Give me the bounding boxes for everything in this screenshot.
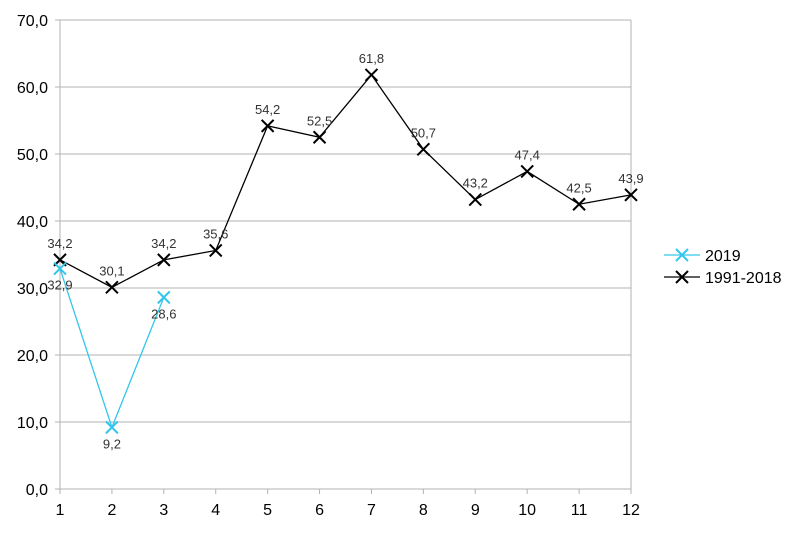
x-tick-label: 5 xyxy=(263,502,272,519)
legend-label: 2019 xyxy=(705,248,741,265)
y-axis-ticks: 0,0 10,0 20,0 30,0 40,0 50,0 60,0 70,0 xyxy=(17,13,48,499)
data-point-marker xyxy=(624,188,638,202)
data-label: 28,6 xyxy=(151,306,176,321)
data-point-marker xyxy=(416,142,431,157)
data-label: 43,9 xyxy=(618,171,643,186)
data-label: 32,9 xyxy=(47,278,72,293)
data-label: 54,2 xyxy=(255,102,280,117)
data-point-marker xyxy=(157,290,171,305)
x-tick-label: 7 xyxy=(367,502,376,519)
y-tick-label: 10,0 xyxy=(17,415,48,432)
x-tick-label: 8 xyxy=(419,502,428,519)
x-tick-label: 4 xyxy=(211,502,220,519)
x-tick-label: 3 xyxy=(159,502,168,519)
data-point-marker xyxy=(260,119,275,133)
legend-label: 1991-2018 xyxy=(705,270,782,287)
legend: 2019 1991-2018 xyxy=(664,248,782,287)
y-tick-label: 60,0 xyxy=(17,80,48,97)
data-label: 9,2 xyxy=(103,436,121,451)
y-tick-label: 40,0 xyxy=(17,214,48,231)
data-point-marker xyxy=(105,280,119,295)
data-point-marker xyxy=(105,420,119,435)
legend-marker-icon xyxy=(675,270,689,284)
data-point-marker xyxy=(209,243,223,258)
grid-lines xyxy=(55,19,632,494)
series-1991-2018: 34,2 30,1 34,2 35,6 54,2 52,5 61,8 50,7 43,2 47,4… xyxy=(47,51,644,295)
x-tick-label: 11 xyxy=(571,502,588,519)
data-point-marker xyxy=(364,68,379,82)
data-label: 30,1 xyxy=(99,263,124,278)
x-tick-label: 1 xyxy=(56,502,65,519)
x-axis-ticks: 1 2 3 4 5 6 7 8 9 10 11 12 xyxy=(56,502,640,519)
legend-marker-icon xyxy=(675,248,689,262)
data-label: 61,8 xyxy=(359,51,384,66)
x-tick-label: 6 xyxy=(315,502,324,519)
data-label: 34,2 xyxy=(151,236,176,251)
x-tick-label: 10 xyxy=(518,502,536,519)
data-label: 47,4 xyxy=(515,147,540,162)
data-point-marker xyxy=(312,130,327,144)
series-line xyxy=(59,73,632,289)
series-group: 34,2 30,1 34,2 35,6 54,2 52,5 61,8 50,7 43,2 47,4… xyxy=(47,51,643,451)
series-2019: 32,9 9,2 28,6 xyxy=(47,261,176,451)
data-point-marker xyxy=(572,197,586,211)
y-tick-label: 70,0 xyxy=(17,13,48,30)
data-label: 50,7 xyxy=(411,125,436,140)
data-point-marker xyxy=(157,253,171,267)
data-label: 52,5 xyxy=(307,113,332,128)
x-tick-label: 2 xyxy=(107,502,116,519)
data-point-marker xyxy=(468,192,482,207)
data-point-marker xyxy=(520,164,534,179)
y-tick-label: 30,0 xyxy=(17,281,48,298)
data-label: 42,5 xyxy=(566,180,591,195)
data-label: 34,2 xyxy=(47,236,72,251)
data-label: 35,6 xyxy=(203,226,228,241)
x-tick-label: 9 xyxy=(471,502,480,519)
y-tick-label: 50,0 xyxy=(17,147,48,164)
data-point-marker xyxy=(53,261,67,276)
y-tick-label: 0,0 xyxy=(26,482,48,499)
x-tick-label: 12 xyxy=(622,502,640,519)
data-label: 43,2 xyxy=(463,176,488,191)
series-line xyxy=(59,268,165,430)
y-tick-label: 20,0 xyxy=(17,348,48,365)
